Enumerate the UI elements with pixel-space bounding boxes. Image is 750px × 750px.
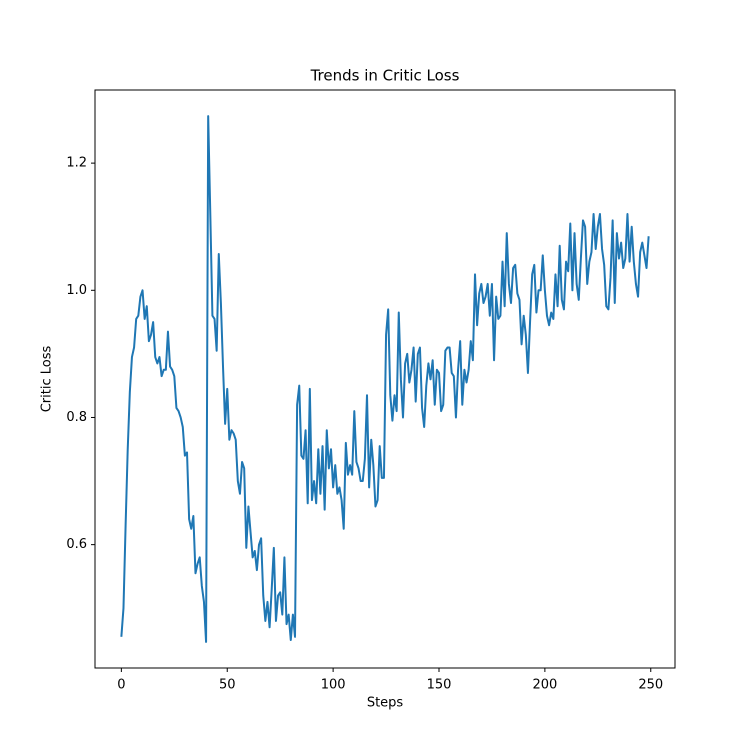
x-tick-label: 150: [427, 678, 452, 693]
data-line: [120, 115, 650, 643]
y-axis-label: Critic Loss: [40, 346, 55, 413]
x-axis-label: Steps: [367, 696, 404, 711]
x-tick-label: 250: [638, 678, 663, 693]
chart-title: Trends in Critic Loss: [310, 67, 460, 85]
y-tick-label: 1.2: [66, 156, 87, 171]
x-tick-label: 100: [321, 678, 346, 693]
x-tick-label: 0: [117, 678, 125, 693]
plot-frame: [94, 89, 676, 669]
x-tick-label: 50: [219, 678, 236, 693]
y-tick-label: 0.6: [66, 537, 87, 552]
x-tick-label: 200: [532, 678, 557, 693]
y-tick-label: 1.0: [66, 283, 87, 298]
y-tick-label: 0.8: [66, 410, 87, 425]
